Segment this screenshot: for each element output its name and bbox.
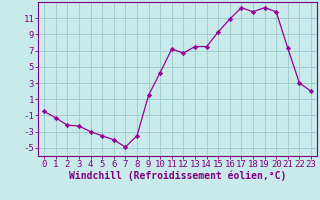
X-axis label: Windchill (Refroidissement éolien,°C): Windchill (Refroidissement éolien,°C) [69,171,286,181]
